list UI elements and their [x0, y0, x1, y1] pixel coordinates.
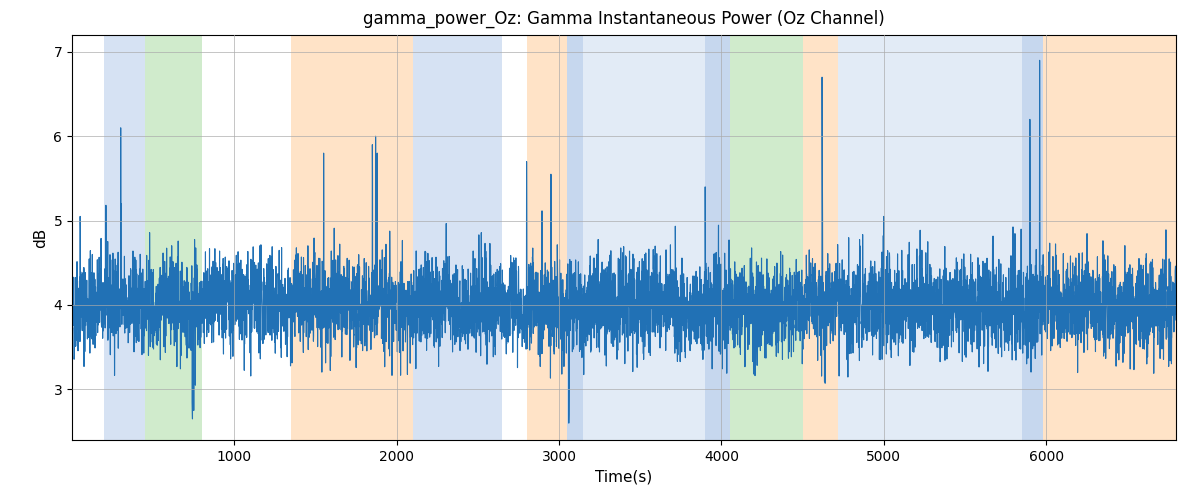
Bar — [730, 35, 803, 440]
Bar — [803, 35, 839, 440]
X-axis label: Time(s): Time(s) — [595, 470, 653, 484]
Bar — [104, 35, 145, 440]
Bar — [839, 35, 1021, 440]
Bar — [527, 35, 568, 440]
Bar — [583, 35, 706, 440]
Bar — [145, 35, 202, 440]
Bar — [292, 35, 413, 440]
Title: gamma_power_Oz: Gamma Instantaneous Power (Oz Channel): gamma_power_Oz: Gamma Instantaneous Powe… — [364, 10, 884, 28]
Bar — [1043, 35, 1176, 440]
Bar — [706, 35, 730, 440]
Y-axis label: dB: dB — [32, 228, 48, 248]
Bar — [1021, 35, 1043, 440]
Bar — [413, 35, 503, 440]
Bar — [568, 35, 583, 440]
